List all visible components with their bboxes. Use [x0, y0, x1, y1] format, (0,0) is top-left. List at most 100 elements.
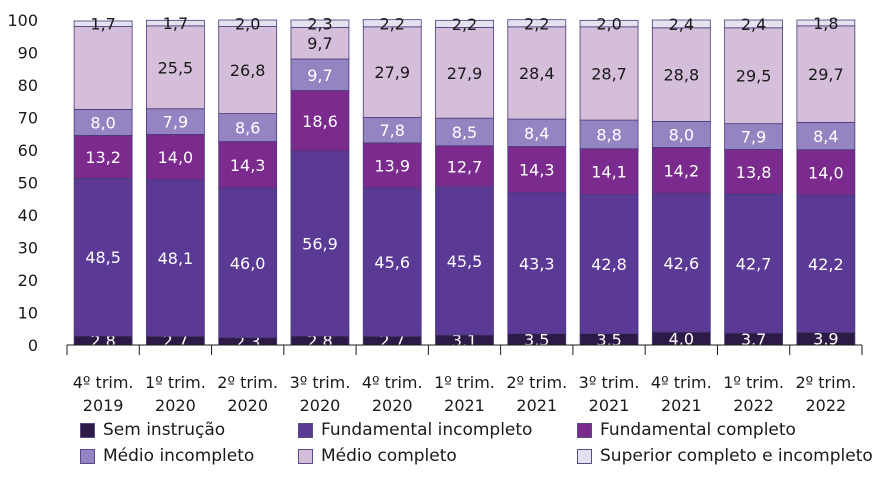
bar-segment	[146, 19, 205, 27]
data-label: 18,6	[302, 112, 338, 131]
bar-segment	[796, 19, 856, 27]
bar-segment	[796, 194, 856, 333]
x-tick-label-year: 2020	[155, 396, 196, 415]
data-label: 42,8	[591, 255, 627, 274]
data-label: 2,4	[669, 15, 694, 34]
bar-segment	[362, 142, 422, 189]
bar-segment	[796, 121, 856, 151]
bar-segment	[435, 19, 494, 28]
bar-segment	[651, 121, 711, 148]
bar-segment	[362, 117, 422, 144]
data-label: 2,0	[596, 15, 621, 34]
data-label: 8,5	[452, 123, 477, 142]
x-tick-label-year: 2019	[83, 396, 124, 415]
bar-segment	[218, 141, 278, 189]
bar-segment	[435, 145, 494, 188]
data-label: 14,2	[664, 161, 700, 180]
data-label: 42,7	[736, 255, 772, 274]
x-tick-label: 1º trim.	[145, 373, 206, 392]
data-label: 2,2	[524, 14, 549, 33]
bar-segment	[218, 187, 278, 338]
x-tick-label: 4º trim.	[651, 373, 712, 392]
data-label: 13,2	[85, 148, 121, 167]
x-tick-label-year: 2022	[733, 396, 774, 415]
data-label: 28,4	[519, 64, 555, 83]
bar-segment	[290, 58, 350, 91]
data-label: 2,2	[380, 14, 405, 33]
y-tick-label: 10	[18, 304, 38, 323]
data-label: 42,2	[808, 255, 844, 274]
bar-segment	[579, 19, 639, 28]
data-label: 9,7	[307, 66, 332, 85]
data-label: 8,0	[669, 125, 694, 144]
y-tick-label: 40	[18, 206, 38, 225]
data-label: 2,4	[741, 15, 766, 34]
data-label: 25,5	[158, 58, 194, 77]
data-label: 27,9	[447, 64, 483, 83]
bar-segment	[724, 148, 783, 195]
x-tick-label: 2º trim.	[506, 373, 567, 392]
bar-segment	[579, 119, 639, 150]
data-label: 45,5	[447, 252, 483, 271]
data-label: 46,0	[230, 254, 266, 273]
x-tick-label: 1º trim.	[434, 373, 495, 392]
data-label: 14,3	[230, 156, 266, 175]
x-tick-label: 3º trim.	[579, 373, 640, 392]
x-tick-label-year: 2022	[806, 396, 847, 415]
data-label: 4,0	[669, 330, 694, 349]
data-label: 8,6	[235, 119, 260, 138]
bar-segment	[507, 192, 567, 335]
data-label: 7,8	[380, 121, 405, 140]
data-label: 45,6	[374, 253, 410, 272]
bar-segment	[146, 25, 205, 110]
data-label: 48,5	[85, 248, 121, 267]
x-tick-label: 1º trim.	[723, 373, 784, 392]
bar-segment	[724, 123, 783, 150]
bar-segment	[724, 27, 783, 125]
data-label: 2,0	[235, 14, 260, 33]
data-label: 8,8	[596, 125, 621, 144]
data-label: 3,7	[741, 330, 766, 349]
data-label: 7,9	[163, 113, 188, 132]
data-label: 14,1	[591, 163, 627, 182]
data-label: 7,9	[741, 128, 766, 147]
bar-segment	[579, 194, 639, 335]
data-label: 1,7	[90, 15, 115, 34]
bar-segment	[724, 19, 783, 29]
bar-segment	[362, 19, 422, 28]
data-label: 12,7	[447, 157, 483, 176]
bar-segment	[146, 179, 205, 337]
bar-segment	[507, 19, 567, 28]
y-tick-label: 70	[18, 109, 38, 128]
y-tick-label: 50	[18, 174, 38, 193]
bar-segment	[796, 25, 856, 123]
data-label: 43,3	[519, 254, 555, 273]
bar-segment	[73, 26, 133, 110]
x-tick-label-year: 2020	[300, 396, 341, 415]
data-label: 13,9	[374, 156, 410, 175]
bar-segment	[435, 27, 494, 119]
y-tick-label: 60	[18, 141, 38, 160]
bar-segment	[651, 19, 711, 29]
data-label: 2,3	[307, 15, 332, 34]
bar-segment	[73, 108, 133, 136]
bar-segment	[651, 146, 711, 194]
bar-segment	[218, 26, 278, 114]
x-tick-label: 2º trim.	[795, 373, 856, 392]
y-tick-label: 20	[18, 271, 38, 290]
data-label: 27,9	[374, 63, 410, 82]
x-tick-label-year: 2021	[661, 396, 702, 415]
data-label: 9,7	[307, 34, 332, 53]
bar-segment	[651, 193, 711, 333]
x-tick-label-year: 2021	[589, 396, 630, 415]
bar-segment	[435, 186, 494, 336]
bar-segment	[73, 20, 133, 27]
bar-segment	[290, 150, 350, 337]
data-label: 8,4	[813, 127, 838, 146]
bar-segment	[362, 187, 422, 337]
bar-segment	[796, 149, 856, 196]
data-label: 29,5	[736, 67, 772, 86]
data-label: 2,2	[452, 15, 477, 34]
bar-segment	[290, 90, 350, 152]
